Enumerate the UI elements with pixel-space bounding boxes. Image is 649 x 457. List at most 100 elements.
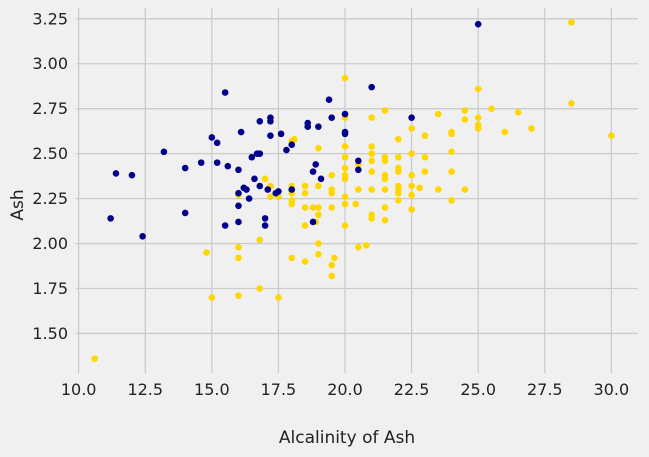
data-point [608,132,615,139]
x-tick-label: 22.5 [394,380,430,399]
data-point [235,218,242,226]
data-point [203,249,210,256]
data-point [368,168,375,175]
data-point [381,204,389,211]
data-point [309,168,317,175]
data-point [208,294,216,301]
data-point [381,186,389,193]
data-point [514,108,522,116]
data-point [368,150,375,157]
data-point [368,114,375,121]
data-point [474,121,482,129]
x-tick-label: 25.0 [460,380,496,399]
y-tick-label: 1.75 [32,279,68,298]
data-points [91,19,615,362]
data-point [315,204,322,211]
data-point [235,202,242,210]
data-point [283,146,290,154]
data-point [355,157,362,165]
data-point [256,150,264,157]
data-point [261,215,269,222]
data-point [341,193,349,201]
data-point [434,110,442,118]
data-point [160,148,168,156]
x-tick-label: 15.0 [194,380,230,399]
data-point [394,153,402,161]
data-point [394,164,402,172]
data-point [416,184,423,192]
data-point [112,170,120,177]
data-point [275,294,282,301]
x-tick-label: 27.5 [527,380,563,399]
data-point [267,132,274,139]
data-point [317,175,325,183]
data-point [408,182,415,190]
data-point [461,107,469,114]
data-point [315,144,322,152]
x-tick-label: 30.0 [594,380,630,399]
data-point [368,83,375,91]
data-point [288,186,296,193]
data-point [181,164,189,172]
data-point [355,166,362,174]
data-point [264,186,272,193]
data-point [488,105,495,112]
data-point [107,215,114,222]
data-point [328,261,335,269]
data-point [368,211,375,219]
data-point [394,182,402,190]
data-point [355,186,362,193]
data-point [368,186,375,193]
x-axis-label: Alcalinity of Ash [279,428,415,448]
data-point [221,222,229,229]
data-point [408,150,415,157]
data-point [341,153,349,161]
data-point [448,148,455,156]
data-point [421,168,429,175]
data-point [139,233,146,240]
data-point [408,191,415,199]
data-point [501,128,509,136]
y-tick-label: 3.25 [32,9,68,28]
data-point [315,182,322,190]
y-tick-labels: 1.50 1.75 2.00 2.25 2.50 2.75 3.00 3.25 [32,9,68,343]
data-point [408,114,415,121]
data-point [474,20,482,28]
data-point [256,285,264,292]
data-point [328,186,335,193]
data-point [381,171,389,179]
data-point [309,218,317,226]
data-point [341,143,349,150]
data-point [235,254,242,262]
data-point [181,209,189,217]
data-point [291,135,298,143]
data-point [91,355,98,362]
data-point [224,162,232,170]
y-tick-label: 3.00 [32,54,68,73]
data-point [368,157,375,165]
y-tick-label: 2.25 [32,189,68,208]
data-point [197,159,205,166]
data-point [272,189,280,197]
data-point [235,243,242,251]
data-point [312,161,320,168]
data-point [309,204,317,211]
data-point [363,242,370,249]
data-point [261,222,269,229]
data-point [315,123,322,130]
data-point [248,153,256,161]
y-tick-label: 2.50 [32,144,68,163]
data-point [381,153,389,161]
data-point [235,292,242,299]
grid [76,8,638,373]
data-point [235,166,242,174]
data-point [256,117,264,125]
data-point [528,125,535,132]
data-point [328,114,335,121]
data-point [341,128,349,136]
data-point [325,96,333,103]
y-tick-label: 1.50 [32,324,68,343]
data-point [448,197,455,204]
data-point [474,114,482,121]
y-axis-label: Ash [8,189,28,220]
